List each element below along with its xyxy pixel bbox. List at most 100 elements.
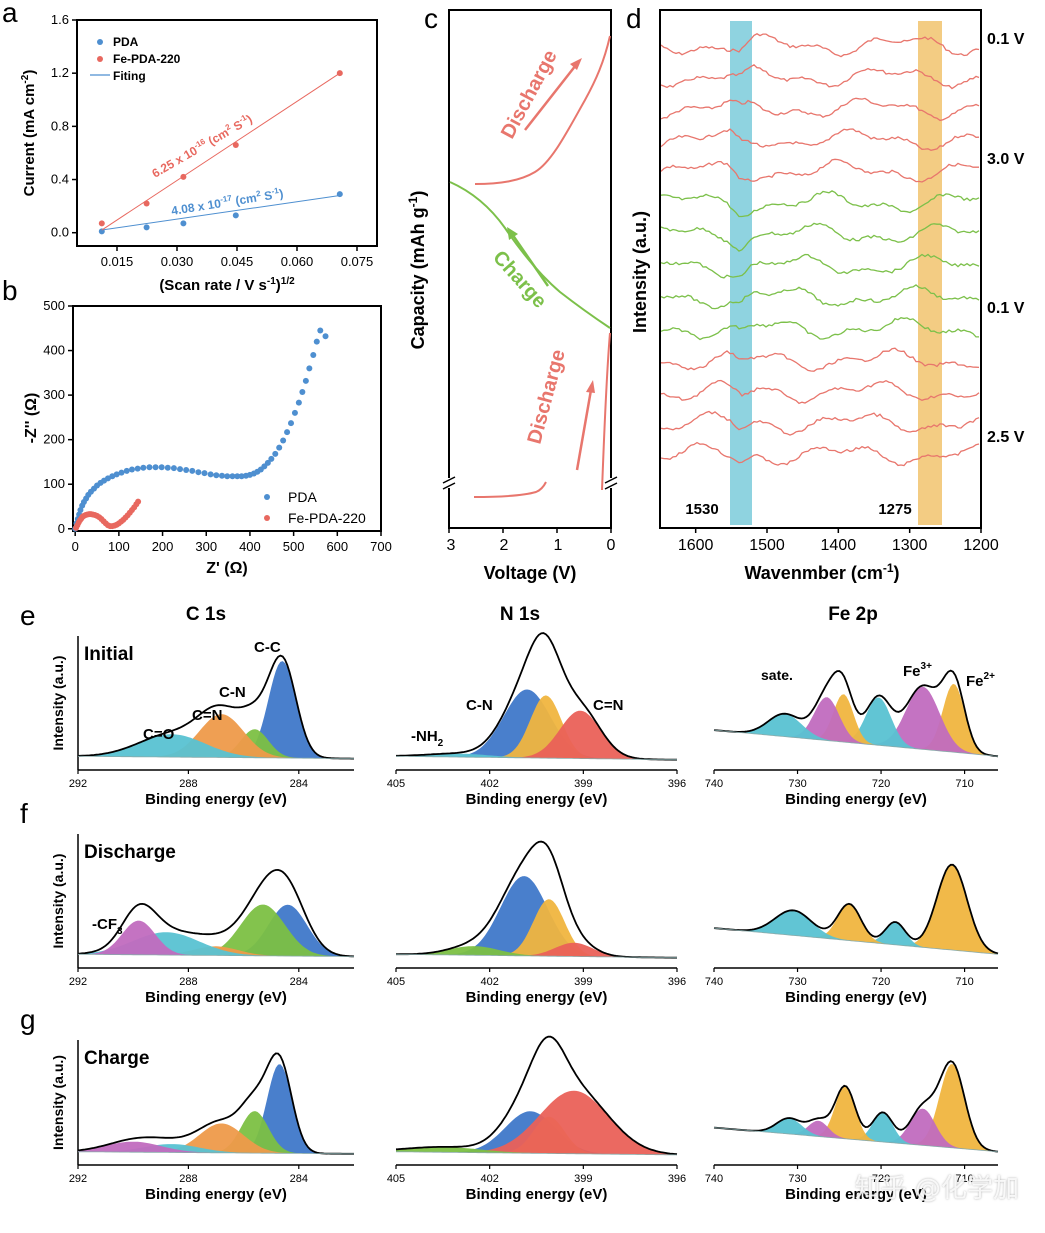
x-tick-label: 402	[480, 778, 498, 790]
y-tick-label: 0	[58, 521, 65, 536]
y-tick-label: 200	[43, 432, 65, 447]
xps-peak-yellow	[714, 1064, 998, 1152]
point-PDA	[218, 472, 225, 479]
x-tick-label: 700	[370, 539, 392, 554]
x-axis-label: Binding energy (eV)	[466, 1186, 608, 1203]
xps-peak-orange	[78, 1123, 354, 1154]
x-axis-label: Binding energy (eV)	[785, 989, 927, 1006]
x-tick-label: 396	[668, 976, 686, 988]
xps-fe2p-row-1: 740 730 720 710 Binding energy (eV)	[705, 669, 999, 808]
peak-label-text: C=O	[143, 726, 175, 743]
spectrum-14	[660, 441, 980, 467]
point-PDA	[284, 429, 291, 436]
peak-label-text: C-N	[219, 684, 246, 701]
point-PDA	[295, 399, 302, 406]
point-Fe-PDA-220	[232, 141, 239, 148]
x-tick-label: 396	[668, 778, 686, 790]
x-axis-label: Binding energy (eV)	[466, 989, 608, 1006]
xps-envelope	[396, 632, 677, 761]
peak-label: C-N	[466, 697, 493, 714]
panel-b-frame	[72, 305, 382, 532]
row-title: Charge	[84, 1048, 149, 1069]
point-PDA	[288, 420, 295, 427]
x-tick-label: 0.045	[221, 254, 254, 269]
panel-d: d 1600 1500 1400 1300 1200 1530 1275 0.1 V 3…	[626, 3, 1025, 583]
point-PDA	[268, 455, 275, 462]
xps-n1s-row-3: 405 402 399 396 Binding energy (eV)	[387, 1035, 686, 1203]
point-PDA	[180, 220, 187, 227]
x-tick-label: 1400	[821, 537, 857, 554]
point-PDA	[276, 444, 283, 451]
row-letter-e: e	[20, 600, 36, 631]
xps-peak-yellow	[714, 1086, 998, 1152]
x-tick-label: 405	[387, 1173, 405, 1185]
x-tick-label: 0.060	[281, 254, 314, 269]
x-tick-label: 720	[872, 1173, 890, 1185]
peak-label-text: C=N	[192, 707, 222, 724]
arrow-charge	[507, 227, 550, 287]
peak-label: Fe2+	[966, 671, 995, 690]
spectrum-2	[660, 63, 980, 90]
xps-envelope	[713, 863, 999, 955]
x-tick-label: 600	[326, 539, 348, 554]
xps-fe2p-row-2: 740 730 720 710 Binding energy (eV)	[705, 863, 999, 1006]
point-PDA	[195, 469, 202, 476]
panel-a-ylabel: Current (mA cm-2)	[20, 70, 38, 197]
legend-fit-label: Fiting	[113, 69, 146, 83]
xps-peak-purple	[714, 1108, 998, 1152]
xps-peak-green	[396, 1147, 677, 1155]
y-tick-label: 1.6	[51, 12, 69, 27]
y-tick-label: 0.8	[51, 118, 69, 133]
point-PDA	[128, 466, 135, 473]
point-PDA	[272, 450, 279, 457]
x-axis-label: Binding energy (eV)	[145, 989, 287, 1006]
xps-peak-blue	[78, 1064, 354, 1154]
row-title: Initial	[84, 644, 134, 665]
point-PDA	[118, 469, 125, 476]
xps-baseline	[78, 1151, 354, 1155]
point-Fe-PDA-220	[336, 70, 343, 77]
panel-d-frame	[659, 9, 982, 529]
x-tick-label: 300	[195, 539, 217, 554]
point-PDA	[291, 409, 298, 416]
xps-peak-purple	[78, 920, 354, 957]
point-PDA	[140, 464, 147, 471]
panel-c-letter: c	[424, 3, 438, 34]
discharge-curve-top	[474, 35, 611, 185]
point-PDA	[336, 191, 343, 198]
x-tick-label: 284	[290, 1173, 308, 1185]
point-PDA	[322, 333, 329, 340]
point-PDA	[177, 466, 184, 473]
xps-baseline	[713, 927, 999, 955]
point-PDA	[313, 338, 320, 345]
panel-b-legend: PDA Fe-PDA-220	[264, 489, 366, 526]
panel-b-letter: b	[2, 275, 18, 306]
panel-d-axes: 1600 1500 1400 1300 1200	[678, 528, 999, 554]
xps-baseline	[396, 755, 677, 761]
x-tick-label: 1500	[749, 537, 785, 554]
panel-a-legend: PDA Fe-PDA-220 Fiting	[90, 35, 181, 83]
xps-baseline	[78, 755, 354, 759]
spectrum-1	[660, 33, 980, 58]
arrow-discharge-bottom	[575, 380, 595, 471]
row-ylabel: Intensity (a.u.)	[50, 854, 66, 949]
point-PDA	[134, 465, 141, 472]
legend-pda-marker	[264, 494, 270, 500]
x-tick-label: 292	[69, 778, 87, 790]
point-PDA	[189, 467, 196, 474]
label-discharge-bottom: Discharge	[524, 347, 570, 446]
band-label-1275: 1275	[878, 501, 911, 518]
row-ylabel: Intensity (a.u.)	[50, 656, 66, 751]
panel-a-xlabel: (Scan rate / V s-1)1/2	[159, 276, 295, 294]
peak-label-text: -CF	[92, 916, 117, 933]
spectrum-7	[660, 222, 980, 252]
x-tick-label: 399	[574, 1173, 592, 1185]
x-tick-label: 402	[480, 1173, 498, 1185]
panel-d-ylabel: Intensity (a.u.)	[630, 211, 650, 333]
point-PDA	[146, 464, 153, 471]
point-Fe-PDA-220	[180, 173, 187, 180]
x-tick-label: 730	[788, 778, 806, 790]
x-tick-label: 292	[69, 1173, 87, 1185]
x-axis-label: Binding energy (eV)	[145, 1186, 287, 1203]
